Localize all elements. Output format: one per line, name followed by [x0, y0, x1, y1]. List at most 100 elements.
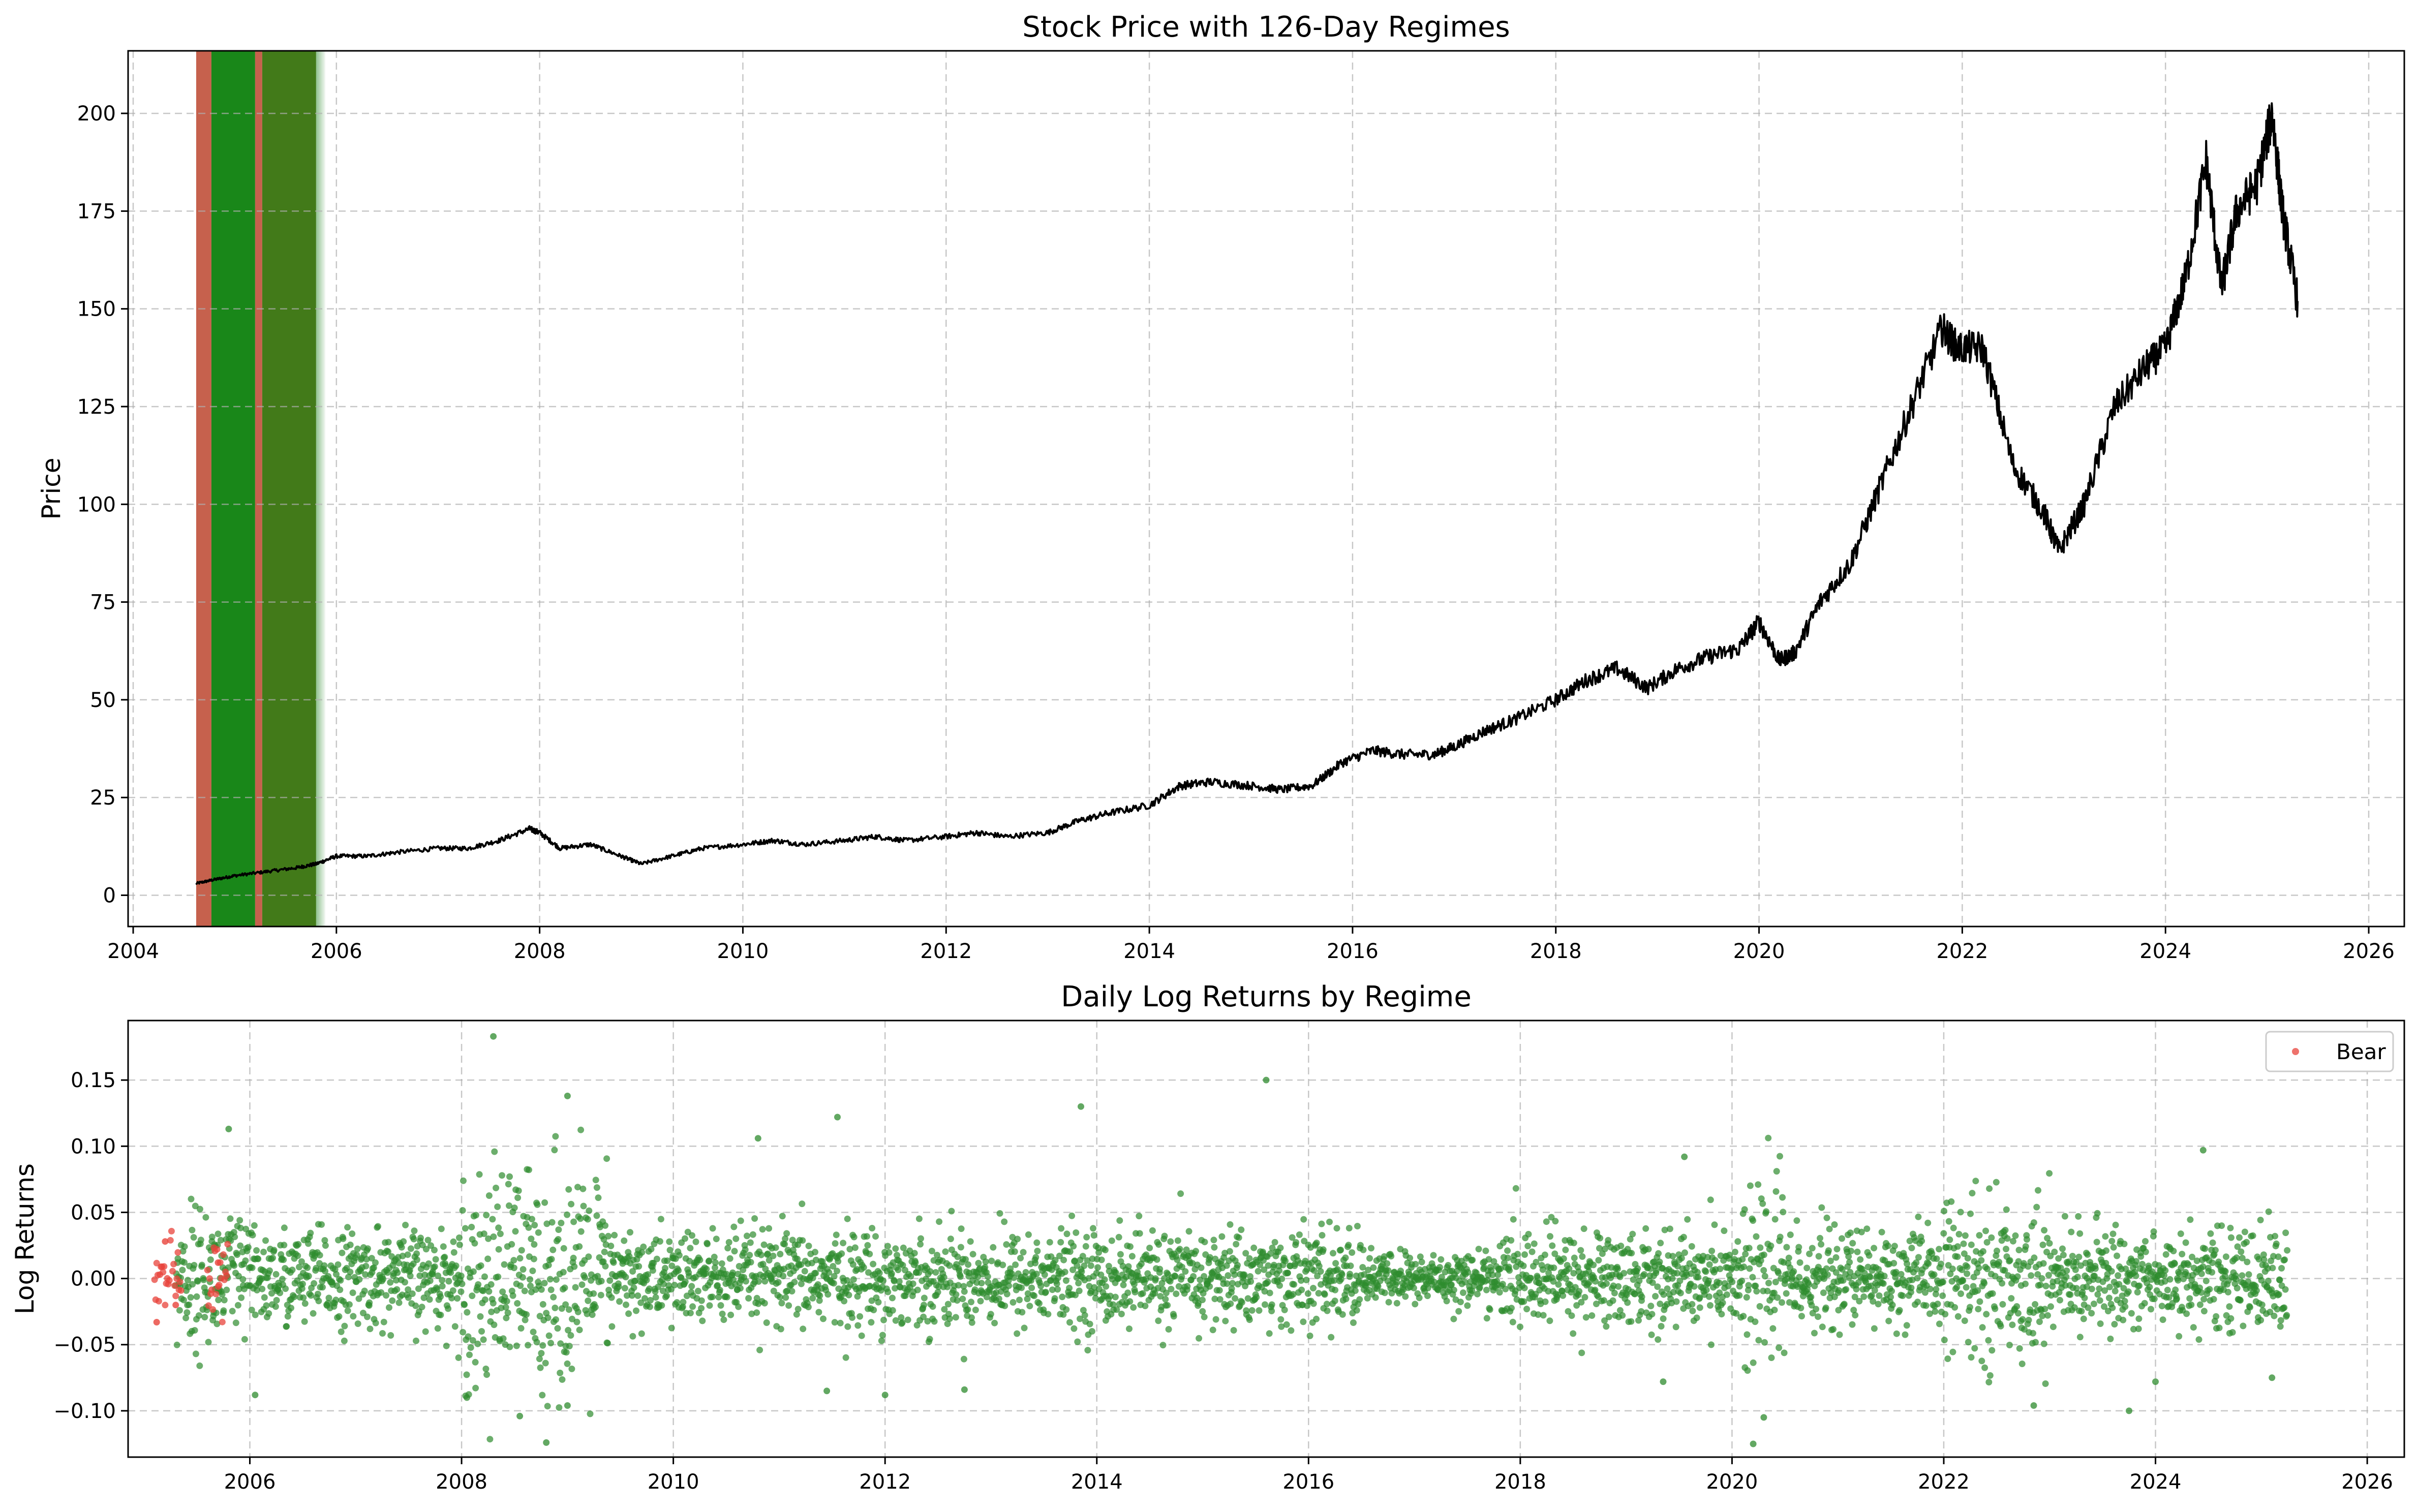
return-point: [525, 1224, 532, 1231]
bear-return-point: [209, 1306, 217, 1313]
return-point: [1332, 1286, 1339, 1293]
return-point: [400, 1238, 407, 1245]
return-point: [816, 1297, 823, 1304]
return-point: [2172, 1286, 2179, 1293]
return-point: [1918, 1238, 1925, 1245]
return-point: [1073, 1229, 1080, 1236]
return-point: [422, 1246, 430, 1253]
return-point: [1600, 1297, 1607, 1304]
return-point: [1988, 1234, 1995, 1241]
return-point: [2229, 1329, 2236, 1336]
return-point: [2063, 1273, 2070, 1280]
return-point: [964, 1306, 971, 1313]
return-point: [2080, 1315, 2087, 1322]
return-point: [782, 1235, 789, 1242]
return-point: [1349, 1249, 1356, 1256]
return-point: [375, 1223, 381, 1230]
return-point: [438, 1225, 445, 1232]
return-point: [602, 1262, 609, 1270]
return-point: [555, 1226, 562, 1233]
return-point: [1165, 1326, 1172, 1333]
return-point-outlier: [564, 1402, 571, 1409]
return-point: [899, 1319, 906, 1326]
price-y-axis-label: Price: [37, 458, 66, 520]
return-point: [1576, 1288, 1583, 1295]
return-point: [2272, 1232, 2279, 1240]
return-point: [688, 1283, 695, 1290]
return-point: [1321, 1291, 1328, 1298]
return-point: [1152, 1275, 1159, 1282]
return-point: [537, 1364, 544, 1371]
return-point: [1944, 1355, 1951, 1362]
return-point: [1847, 1269, 1854, 1276]
return-point: [531, 1222, 538, 1228]
return-point: [1666, 1225, 1673, 1232]
return-point: [2133, 1258, 2140, 1265]
return-point: [1436, 1264, 1443, 1271]
return-point: [380, 1318, 387, 1325]
bear-return-point: [161, 1263, 168, 1270]
return-point: [1149, 1227, 1156, 1234]
return-point: [1925, 1260, 1932, 1267]
return-point: [698, 1305, 705, 1312]
return-point: [1455, 1308, 1462, 1315]
return-point: [1771, 1289, 1778, 1297]
return-point: [1301, 1238, 1308, 1245]
return-point: [671, 1282, 678, 1288]
return-point: [1185, 1228, 1192, 1235]
return-point: [996, 1210, 1003, 1217]
returns-y-ticks: −0.10−0.050.000.050.100.15: [53, 1069, 128, 1423]
return-point: [477, 1313, 484, 1320]
return-point: [2042, 1282, 2049, 1289]
return-point: [1768, 1354, 1775, 1361]
return-point: [1648, 1311, 1656, 1318]
return-point: [1105, 1262, 1112, 1270]
return-point: [719, 1310, 726, 1317]
return-point: [816, 1292, 823, 1299]
return-point: [181, 1259, 188, 1266]
return-point: [1310, 1285, 1317, 1291]
return-point: [781, 1241, 788, 1248]
return-point: [1448, 1281, 1455, 1288]
return-point: [686, 1257, 693, 1264]
return-point: [305, 1273, 312, 1280]
return-point: [1328, 1334, 1335, 1341]
return-point: [549, 1246, 557, 1253]
return-point: [1331, 1277, 1338, 1284]
return-point: [1772, 1279, 1779, 1285]
return-point: [503, 1314, 510, 1321]
return-point: [608, 1323, 616, 1330]
return-point: [694, 1287, 701, 1294]
return-point: [296, 1263, 302, 1271]
return-point: [1253, 1294, 1260, 1301]
return-point: [658, 1302, 665, 1309]
x-tick-label: 2008: [436, 1470, 487, 1494]
return-point: [1787, 1231, 1794, 1238]
return-point: [335, 1313, 343, 1320]
return-point: [269, 1254, 276, 1261]
bear-return-point: [220, 1251, 227, 1258]
return-point-outlier: [252, 1392, 259, 1399]
return-point: [1539, 1266, 1546, 1273]
return-point: [1614, 1266, 1621, 1273]
return-point: [1865, 1252, 1873, 1259]
return-point: [1878, 1228, 1885, 1236]
bear-return-point: [151, 1276, 158, 1283]
return-point: [638, 1249, 646, 1256]
return-point: [361, 1287, 368, 1294]
return-point: [1347, 1262, 1354, 1270]
return-point: [2040, 1260, 2047, 1267]
return-point: [1570, 1270, 1577, 1277]
return-point: [465, 1333, 472, 1340]
return-point: [1777, 1233, 1784, 1241]
return-point: [948, 1208, 955, 1215]
return-point: [2196, 1301, 2204, 1308]
return-point: [1761, 1339, 1768, 1346]
return-point: [621, 1237, 628, 1244]
return-point: [1868, 1292, 1875, 1299]
return-point: [1310, 1300, 1317, 1307]
return-point: [1108, 1237, 1115, 1244]
return-point: [1545, 1288, 1552, 1295]
return-point: [731, 1248, 738, 1255]
return-point: [509, 1292, 516, 1299]
